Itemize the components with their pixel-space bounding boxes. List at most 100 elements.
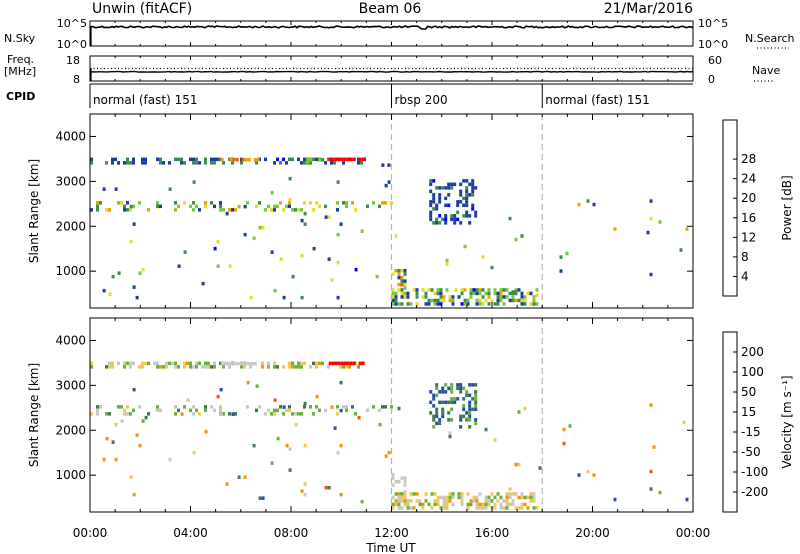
echo-cell: [195, 161, 198, 165]
echo-cell: [448, 298, 452, 303]
echo-cell: [99, 405, 102, 409]
echo-cell: [442, 506, 446, 510]
echo-cell: [394, 234, 398, 238]
echo-cell: [324, 161, 327, 165]
echo-cell: [282, 405, 286, 409]
echo-cell: [360, 499, 364, 504]
echo-cell: [337, 361, 341, 366]
echo-cell: [339, 380, 343, 385]
echo-cell: [432, 414, 436, 419]
echo-cell: [358, 361, 362, 366]
echo-cell: [465, 186, 469, 190]
echo-cell: [288, 405, 291, 409]
echo-cell: [484, 506, 488, 510]
echo-cell: [471, 186, 475, 190]
echo-cell: [303, 443, 307, 448]
nave-tick-top: 60: [708, 54, 722, 67]
echo-cell: [229, 158, 233, 162]
echo-cell: [481, 295, 485, 299]
echo-cell: [438, 196, 442, 201]
echo-cell: [306, 158, 310, 162]
echo-cell: [447, 411, 451, 415]
echo-cell: [511, 502, 515, 507]
echo-cell: [487, 288, 491, 292]
echo-cell: [147, 361, 150, 366]
echo-cell: [409, 302, 413, 306]
echo-cell: [198, 361, 201, 366]
echo-cell: [511, 492, 515, 496]
echo-cell: [241, 158, 245, 162]
echo-cell: [255, 161, 258, 165]
echo-cell: [123, 161, 126, 165]
echo-cell: [478, 302, 482, 306]
echo-cell: [520, 295, 524, 299]
echo-cell: [400, 476, 404, 480]
echo-cell: [409, 506, 413, 510]
echo-cell: [403, 476, 407, 480]
echo-cell: [183, 161, 186, 165]
echo-cell: [132, 285, 136, 289]
echo-cell: [258, 405, 261, 409]
echo-cell: [514, 462, 518, 467]
x-tick-label: 20:00: [575, 526, 610, 540]
echo-cell: [331, 361, 335, 366]
echo-cell: [270, 250, 274, 254]
nsky-label: N.Sky: [4, 32, 36, 45]
echo-cell: [231, 208, 234, 212]
echo-cell: [342, 201, 345, 205]
echo-cell: [646, 230, 650, 235]
echo-cell: [502, 288, 506, 292]
echo-cell: [520, 492, 524, 496]
echo-cell: [219, 412, 223, 416]
echo-cell: [565, 251, 569, 256]
echo-cell: [324, 215, 328, 219]
echo-cell: [327, 257, 331, 261]
echo-cell: [481, 506, 485, 510]
echo-cell: [562, 441, 566, 446]
echo-cell: [456, 397, 460, 401]
echo-cell: [514, 237, 518, 242]
echo-cell: [430, 492, 434, 496]
echo-cells: [90, 361, 689, 510]
echo-cell: [520, 495, 524, 500]
echo-cell: [345, 201, 348, 205]
echo-cell: [436, 502, 440, 507]
echo-cell: [246, 405, 249, 409]
echo-cell: [406, 295, 410, 299]
nsky-panel: N.Sky 10^5 10^0 10^5 10^0 N.Search: [4, 17, 795, 51]
echo-cell: [228, 264, 232, 268]
echo-cell: [435, 383, 439, 387]
echo-cell: [300, 208, 303, 212]
echo-cell: [400, 492, 404, 496]
echo-cell: [138, 443, 142, 448]
echo-cell: [315, 365, 318, 369]
echo-cell: [415, 291, 419, 296]
echo-cell: [276, 436, 280, 441]
echo-cell: [435, 411, 439, 415]
echo-cell: [465, 200, 469, 204]
echo-cell: [493, 291, 497, 296]
echo-cell: [520, 506, 524, 510]
y-axis-title: Slant Range [km]: [27, 363, 41, 467]
echo-cell: [372, 201, 375, 205]
echo-cell: [279, 257, 283, 261]
echo-cell: [462, 214, 466, 218]
echo-cell: [339, 365, 342, 369]
echo-cell: [448, 492, 452, 496]
echo-cell: [439, 302, 443, 306]
echo-cell: [129, 239, 133, 244]
echo-cell: [442, 495, 446, 500]
echo-cell: [394, 499, 398, 503]
nsky-trace: [89, 25, 694, 30]
echo-cell: [351, 201, 354, 205]
echo-cell: [342, 161, 345, 165]
echo-cell: [232, 158, 236, 162]
echo-cell: [442, 295, 446, 299]
echo-cell: [471, 407, 475, 412]
echo-cell: [429, 400, 433, 405]
echo-cell: [102, 187, 106, 191]
echo-cell: [397, 282, 401, 287]
echo-cell: [459, 418, 463, 422]
echo-cell: [466, 298, 470, 303]
echo-cell: [529, 495, 533, 500]
